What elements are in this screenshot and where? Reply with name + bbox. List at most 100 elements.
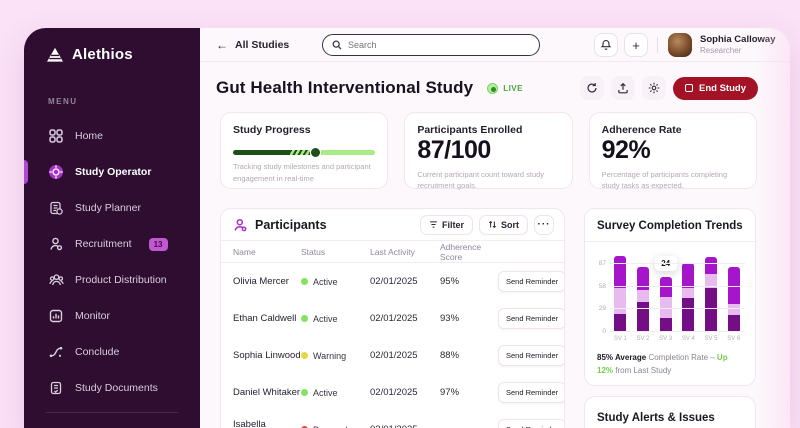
chart-bar[interactable] bbox=[659, 254, 672, 332]
live-status-badge: LIVE bbox=[487, 82, 523, 94]
status-dot-icon bbox=[301, 278, 308, 285]
adherence-rate-card: Adherence Rate 92% Percentage of partici… bbox=[588, 112, 757, 190]
chart-bar[interactable] bbox=[682, 254, 695, 332]
bar-chart-icon bbox=[48, 308, 64, 324]
stat-title: Adherence Rate bbox=[601, 124, 682, 136]
sidebar-item-home[interactable]: Home bbox=[24, 118, 200, 154]
sidebar-item-study-documents[interactable]: Study Documents bbox=[24, 370, 200, 406]
participant-status: Active bbox=[301, 388, 370, 398]
active-item-indicator bbox=[24, 160, 28, 184]
send-reminder-button[interactable]: Send Reminder bbox=[498, 271, 564, 292]
sidebar-item-label: Study Operator bbox=[75, 166, 152, 178]
study-alerts-card: Study Alerts & Issues bbox=[584, 396, 756, 428]
survey-summary: 85% Average Completion Rate – Up 12% fro… bbox=[585, 342, 755, 378]
survey-trends-title: Survey Completion Trends bbox=[585, 209, 755, 242]
sidebar-menu: Home Study Operator Study Planner Recrui… bbox=[24, 118, 200, 406]
stat-description: Current participant count toward study r… bbox=[417, 169, 545, 191]
chart-bar[interactable] bbox=[637, 254, 649, 332]
header-actions: End Study bbox=[580, 76, 758, 100]
sidebar-item-product-distribution[interactable]: Product Distribution bbox=[24, 262, 200, 298]
participant-status: Dropped bbox=[301, 425, 370, 428]
sidebar: Alethios MENU Home Study Operator S bbox=[24, 28, 200, 428]
column-header-status: Status bbox=[301, 246, 326, 257]
summary-trend: Up 12% bbox=[597, 353, 728, 375]
back-to-all-studies-link[interactable]: ← All Studies bbox=[216, 38, 289, 52]
chart-yaxis: 0 29 58 87 bbox=[598, 260, 606, 335]
progress-remaining bbox=[320, 150, 376, 155]
avatar[interactable] bbox=[668, 33, 692, 57]
bell-icon bbox=[600, 39, 612, 51]
plus-icon: + bbox=[632, 37, 640, 53]
sidebar-item-study-operator[interactable]: Study Operator bbox=[24, 154, 200, 190]
sidebar-item-recruitment[interactable]: Recruitment 13 bbox=[24, 226, 200, 262]
send-reminder-button[interactable]: Send Reminder bbox=[498, 345, 564, 366]
settings-button[interactable] bbox=[642, 76, 667, 100]
chart-bar[interactable] bbox=[727, 254, 740, 332]
back-link-label: All Studies bbox=[235, 38, 290, 51]
filter-button[interactable]: Filter bbox=[419, 214, 473, 235]
stat-title: Participants Enrolled bbox=[417, 124, 523, 136]
sidebar-item-label: Recruitment bbox=[75, 238, 132, 250]
sort-button[interactable]: Sort bbox=[479, 214, 528, 235]
sidebar-item-monitor[interactable]: Monitor bbox=[24, 298, 200, 334]
sidebar-item-study-planner[interactable]: Study Planner bbox=[24, 190, 200, 226]
sidebar-item-conclude[interactable]: Conclude bbox=[24, 334, 200, 370]
ellipsis-icon: ··· bbox=[537, 219, 551, 230]
participant-last-activity: 02/01/2025 bbox=[370, 313, 418, 324]
export-button[interactable] bbox=[611, 76, 636, 100]
participant-status: Active bbox=[301, 277, 370, 287]
sidebar-item-label: Home bbox=[75, 130, 104, 142]
sidebar-item-label: Study Planner bbox=[75, 202, 141, 214]
progress-marker-icon bbox=[310, 148, 320, 157]
participants-card: Participants Filter Sort bbox=[220, 208, 565, 428]
table-row: Ethan Caldwell Active 02/01/2025 93% Sen… bbox=[221, 300, 564, 337]
refresh-button[interactable] bbox=[580, 76, 605, 100]
participant-last-activity: 02/01/2025 bbox=[370, 276, 418, 287]
study-progress-card: Study Progress Tracking study milestones… bbox=[220, 112, 389, 189]
end-study-label: End Study bbox=[699, 82, 746, 94]
sort-arrows-icon bbox=[488, 220, 497, 229]
send-reminder-button[interactable]: Send Reminder bbox=[498, 308, 564, 329]
participant-status: Warning bbox=[301, 351, 370, 361]
end-study-button[interactable]: End Study bbox=[673, 76, 758, 100]
send-reminder-button[interactable]: Send Reminder bbox=[498, 382, 564, 403]
participant-last-activity: 02/01/2025 bbox=[370, 424, 440, 428]
chart-bar[interactable] bbox=[614, 254, 627, 332]
user-name: Sophia Calloway bbox=[700, 34, 776, 45]
menu-section-label: MENU bbox=[48, 97, 78, 106]
participant-last-activity: 02/01/2025 bbox=[370, 387, 418, 398]
recruitment-count-badge: 13 bbox=[148, 237, 168, 251]
status-dot-icon bbox=[301, 315, 308, 322]
participants-title: Participants bbox=[255, 217, 327, 232]
brand: Alethios bbox=[24, 28, 200, 63]
search-box[interactable] bbox=[322, 34, 540, 56]
chart-plot: 24 bbox=[609, 254, 745, 332]
status-dot-icon bbox=[301, 389, 308, 396]
participant-name: Ethan Caldwell bbox=[233, 313, 297, 324]
column-header-name: Name bbox=[233, 246, 256, 257]
enrolled-value: 87/100 bbox=[417, 136, 491, 164]
progress-solid bbox=[233, 150, 290, 155]
back-arrow-icon: ← bbox=[216, 37, 228, 52]
more-options-button[interactable]: ··· bbox=[534, 214, 554, 235]
search-input[interactable] bbox=[348, 40, 530, 50]
participant-name: Sophia Linwood bbox=[233, 350, 301, 361]
document-check-icon bbox=[48, 380, 64, 396]
adherence-value: 92% bbox=[601, 136, 651, 164]
user-role: Researcher bbox=[700, 46, 742, 55]
people-group-icon bbox=[48, 272, 64, 288]
add-button[interactable]: + bbox=[624, 33, 648, 57]
summary-lead: 85% Average bbox=[597, 353, 647, 362]
refresh-icon bbox=[586, 82, 598, 94]
send-reminder-button[interactable]: Send Reminder bbox=[498, 419, 564, 428]
topbar-divider bbox=[657, 37, 658, 53]
participant-score: 93% bbox=[440, 313, 460, 324]
live-dot-icon bbox=[487, 82, 499, 94]
notifications-button[interactable] bbox=[594, 33, 618, 57]
sidebar-divider bbox=[46, 412, 178, 413]
chart-bar[interactable] bbox=[705, 254, 718, 332]
progress-hatch bbox=[289, 150, 310, 155]
brand-name: Alethios bbox=[72, 46, 133, 63]
table-row: Olivia Mercer Active 02/01/2025 95% Send… bbox=[221, 263, 564, 300]
